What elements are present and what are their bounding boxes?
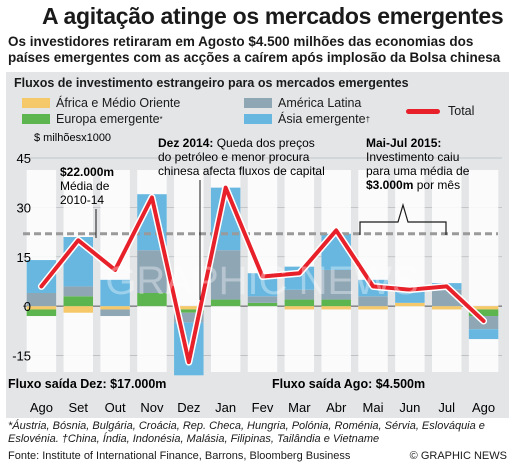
legend-total: Total (406, 104, 474, 118)
x-tick-label: Set (69, 400, 89, 415)
bar-segment (100, 279, 130, 307)
annotation-dez: Dez 2014: Queda dos preços do petróleo e… (158, 136, 325, 300)
x-tick-label: Mar (288, 400, 311, 415)
bar-segment (100, 309, 130, 317)
dez-line2: do petróleo e menor procura (158, 150, 310, 164)
x-tick-label: Dez (177, 400, 200, 415)
maijul-title: Mai-Jul 2015: (366, 136, 441, 150)
legend-sup-asia: † (365, 114, 371, 124)
bar-segment (284, 289, 315, 300)
bar-segment (247, 302, 278, 307)
bar-segment (26, 292, 57, 307)
legend-label-latina: América Latina (278, 96, 362, 110)
y-tick-label: 15 (17, 250, 31, 265)
dez-line1: Dez 2014: Queda dos preços (158, 136, 315, 150)
x-tick-label: Out (105, 400, 126, 415)
legend-latina: América Latina (244, 96, 361, 110)
x-tick-label: Abr (326, 400, 347, 415)
bar-segment (26, 309, 57, 317)
credit-text: © GRAPHIC NEWS (409, 450, 507, 462)
annotation-average: $22.000m Média de 2010-14 (60, 165, 114, 238)
bar-segment (247, 296, 278, 303)
y-tick-label: 0 (24, 299, 31, 314)
avg-text2: 2010-14 (60, 193, 104, 207)
annotation-outflow-dez: Fluxo saída Dez: $17.000m (8, 377, 166, 391)
legend-swatch-total (406, 108, 440, 114)
footnote: *Áustria, Bósnia, Bulgária, Croácia, Rep… (8, 420, 485, 445)
bar-segment (63, 286, 94, 297)
bar-segment (100, 306, 130, 310)
bar-segment (26, 306, 57, 310)
bar-segment (63, 306, 94, 313)
legend-label-asia: Ásia emergente (278, 112, 366, 126)
x-tick-label: Ago (472, 400, 495, 415)
bar-segment (63, 296, 94, 307)
legend-sup-europa: * (159, 114, 163, 124)
legend-label-africa: África e Médio Oriente (56, 96, 181, 110)
x-tick-label: Jan (215, 400, 236, 415)
legend-africa: África e Médio Oriente (22, 96, 180, 110)
column-background (395, 170, 425, 372)
x-tick-label: Ago (30, 400, 53, 415)
legend-swatch-latina (244, 98, 272, 108)
bar-segment (210, 299, 241, 307)
total-line (39, 185, 486, 365)
annotation-outflow-ago: Fluxo saída Ago: $4.500m (272, 377, 425, 391)
source-text: Fonte: Institute of International Financ… (8, 450, 351, 462)
y-tick-label: -15 (12, 349, 31, 364)
bar-segment (284, 299, 315, 307)
chart-title: Fluxos de investimento estrangeiro para … (14, 76, 409, 90)
y-tick-label: 30 (17, 200, 31, 215)
x-tick-label: Jul (438, 400, 455, 415)
x-tick-label: Jun (399, 400, 420, 415)
bar-segment (174, 309, 204, 313)
watermark-text: GRAPHIC NEWS (105, 259, 418, 303)
bar-segment (395, 302, 425, 307)
outflow-dez-text: Fluxo saída Dez: $17.000m (8, 377, 166, 391)
maijul-bracket (359, 202, 447, 235)
bar-segment (468, 309, 499, 317)
maijul-line3: $3.000m por mês (366, 178, 460, 192)
legend-label-europa: Europa emergente (56, 112, 160, 126)
bar-segment (174, 306, 204, 310)
bar-segment (321, 269, 351, 300)
x-tick-label: Mai (363, 400, 384, 415)
avg-value: $22.000m (60, 165, 114, 179)
bar-segment (431, 306, 462, 310)
legend-label-total: Total (448, 104, 475, 118)
y-tick-label: 45 (17, 151, 31, 166)
legend-asia: Ásia emergente † (244, 112, 370, 126)
bar-segment (321, 306, 351, 310)
bar-segment (210, 250, 241, 300)
y-axis-label: $ milhõesx1000 (34, 132, 111, 144)
bar-segment (358, 296, 388, 307)
column-background (431, 170, 462, 372)
dez-line3: chinesa afecta fluxos de capital (158, 164, 325, 178)
legend-swatch-asia (244, 114, 272, 124)
page-subtitle: Os investidores retiraram em Agosto $4.5… (8, 34, 501, 65)
bar-segment (174, 312, 204, 323)
column-background (468, 170, 499, 372)
bar-segment (468, 329, 499, 340)
avg-text1: Média de (60, 179, 110, 193)
annotation-maijul: Mai-Jul 2015: Investimento caiu para uma… (359, 136, 470, 235)
bar-segment (468, 306, 499, 310)
x-tick-label: Nov (140, 400, 164, 415)
legend-swatch-africa (22, 98, 50, 108)
bar-segment (284, 306, 315, 310)
page-title: A agitação atinge os mercados emergentes (42, 3, 504, 29)
bar-segment (358, 306, 388, 310)
legend-europa: Europa emergente * (22, 112, 163, 126)
bar-segment (137, 292, 167, 307)
legend-swatch-europa (22, 114, 50, 124)
maijul-line1: Investimento caiu (366, 150, 459, 164)
outflow-ago-text: Fluxo saída Ago: $4.500m (272, 377, 425, 391)
bar-segment (321, 299, 351, 307)
maijul-line2: para uma média de (366, 164, 470, 178)
x-tick-label: Fev (252, 400, 274, 415)
